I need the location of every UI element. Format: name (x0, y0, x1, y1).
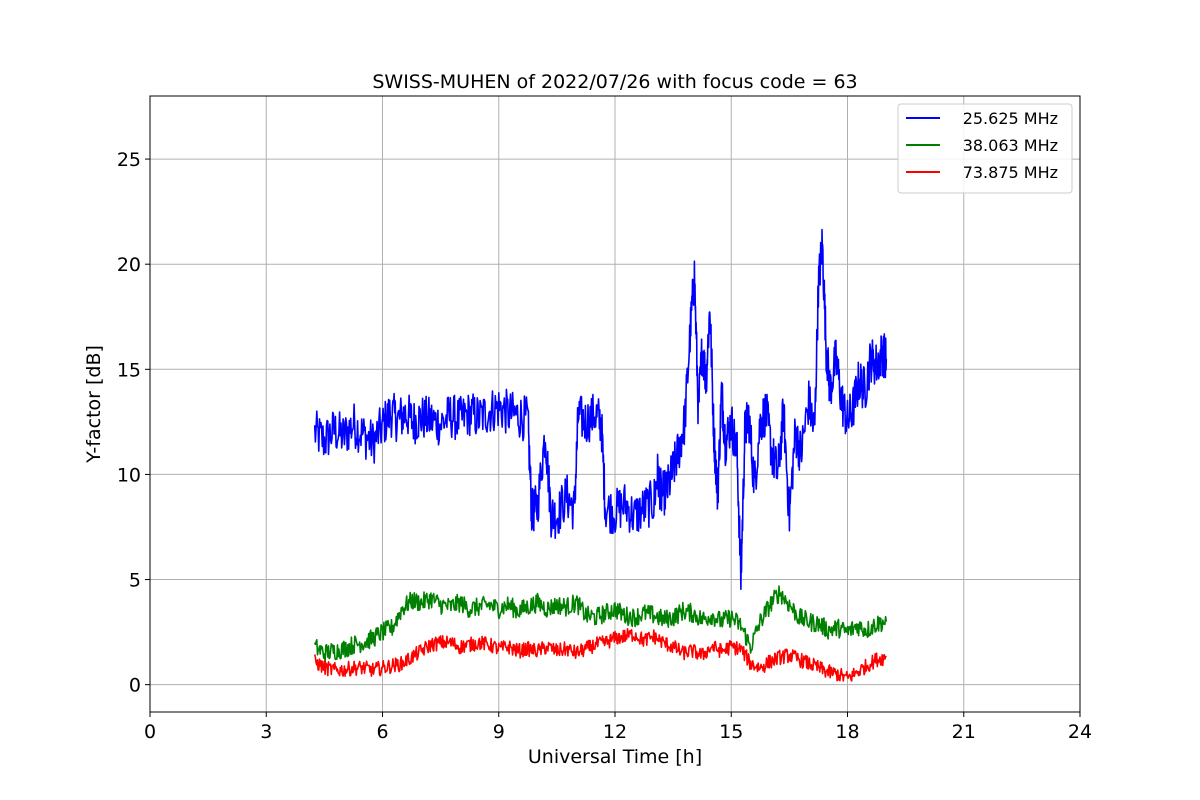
y-tick-label: 25 (117, 149, 141, 171)
legend-label: 38.063 MHz (963, 136, 1058, 155)
series-lines (313, 228, 888, 682)
y-tick-label: 15 (117, 359, 141, 381)
series-line-1 (313, 228, 888, 591)
x-tick-label: 12 (603, 721, 627, 743)
y-tick-label: 10 (117, 464, 141, 486)
x-tick-label: 0 (144, 721, 156, 743)
y-tick-label: 0 (129, 675, 141, 697)
legend-label: 73.875 MHz (963, 163, 1058, 182)
x-tick-label: 6 (376, 721, 388, 743)
y-tick-label: 20 (117, 254, 141, 276)
x-tick-label: 21 (952, 721, 976, 743)
x-tick-label: 9 (493, 721, 505, 743)
axis-ticks: 0 3 6 9 12 15 18 21 24 0 5 10 15 20 25 (117, 149, 1092, 743)
legend-label: 25.625 MHz (963, 109, 1058, 128)
legend: 25.625 MHz 38.063 MHz 73.875 MHz (897, 103, 1073, 194)
x-tick-label: 24 (1068, 721, 1092, 743)
y-axis-label: Y-factor [dB] (83, 345, 105, 464)
x-tick-label: 18 (835, 721, 859, 743)
x-tick-label: 15 (719, 721, 743, 743)
series-line-2 (313, 585, 888, 663)
x-axis-label: Universal Time [h] (528, 746, 702, 768)
series-line-3 (313, 627, 887, 682)
chart-title: SWISS-MUHEN of 2022/07/26 with focus cod… (372, 71, 857, 93)
y-tick-label: 5 (129, 570, 141, 592)
x-tick-label: 3 (260, 721, 272, 743)
legend-box (897, 103, 1073, 194)
